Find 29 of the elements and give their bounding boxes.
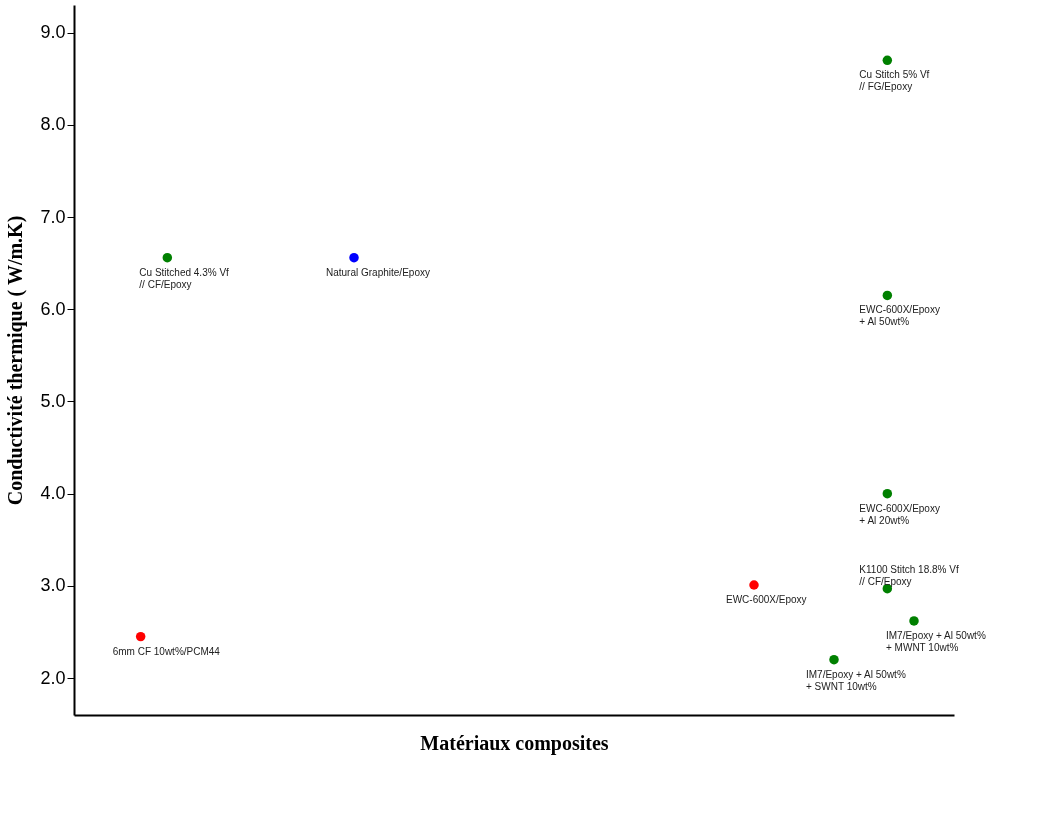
- y-tick-label: 9.0: [40, 22, 66, 43]
- y-tick-label: 4.0: [40, 483, 66, 504]
- point: [135, 631, 146, 642]
- data-label: EWC-600X/Epoxy + Al 20wt%: [859, 502, 940, 526]
- data-label: EWC-600X/Epoxy: [726, 593, 807, 605]
- data-label: K1100 Stitch 18.8% Vf // CF/Epoxy: [859, 563, 959, 587]
- data-label: IM7/Epoxy + Al 50wt% + MWNT 10wt%: [886, 629, 986, 653]
- point: [882, 290, 893, 301]
- data-label: EWC-600X/Epoxy + Al 50wt%: [859, 304, 940, 328]
- point: [909, 616, 919, 626]
- point: [349, 252, 359, 263]
- y-tick-label: 7.0: [40, 206, 66, 227]
- y-tick-label: 8.0: [40, 114, 66, 135]
- point: [162, 252, 173, 263]
- data-label: Natural Graphite/Epoxy: [326, 266, 430, 278]
- y-tick-label: 6.0: [40, 298, 66, 319]
- y-tick-label: 2.0: [40, 667, 66, 688]
- point: [882, 488, 893, 499]
- point: [882, 55, 893, 66]
- y-tick-label: 5.0: [40, 390, 66, 411]
- data-label: Cu Stitch 5% Vf // FG/Epoxy: [859, 69, 930, 93]
- y-axis-title: Conductivité thermique ( W/m.K): [4, 215, 28, 506]
- data-label: 6mm CF 10wt%/PCM44: [112, 645, 221, 657]
- y-tick-label: 3.0: [40, 575, 66, 596]
- data-label: IM7/Epoxy + Al 50wt% + SWNT 10wt%: [806, 668, 906, 692]
- data-label: Cu Stitched 4.3% Vf // CF/Epoxy: [139, 266, 230, 290]
- point: [829, 654, 839, 665]
- x-axis-title: Matériaux composites: [420, 731, 609, 755]
- point: [749, 580, 759, 590]
